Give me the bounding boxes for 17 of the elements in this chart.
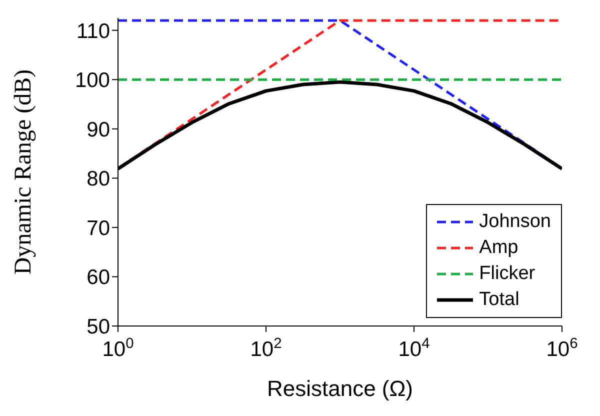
x-tick-label: 10$^{2}$ (250, 336, 282, 361)
legend-label: Amp (479, 237, 518, 259)
y-tick-label: 100 (74, 69, 110, 92)
y-axis-title: Dynamic Range (dB) (10, 69, 37, 275)
y-tick-label: 80 (86, 168, 110, 191)
y-tick-label: 70 (86, 216, 110, 240)
y-tick-label: 50 (86, 315, 110, 338)
legend-label: Flicker (479, 263, 536, 285)
x-tick-label: 10$^{6}$ (546, 336, 578, 361)
y-tick-label: 110 (76, 20, 110, 43)
x-axis-title: Resistance (Ω) (266, 376, 414, 401)
y-tick-label: 90 (86, 118, 110, 142)
x-tick-label: 10$^{4}$ (398, 336, 430, 361)
y-tick-label: 60 (86, 266, 110, 290)
legend-label: Johnson (479, 211, 551, 233)
x-tick-label: 10$^{0}$ (102, 336, 134, 361)
legend-label: Total (479, 289, 520, 311)
